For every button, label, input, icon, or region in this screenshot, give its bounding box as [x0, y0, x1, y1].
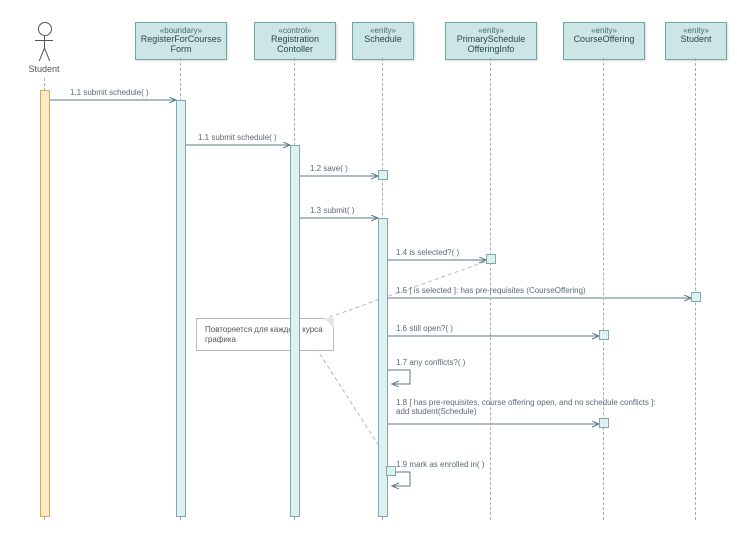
exec-mark-schedule — [378, 170, 388, 180]
activation-form — [176, 100, 186, 517]
exec-mark-schedule — [386, 466, 396, 476]
lifeline-name: RegisterForCourses Form — [136, 35, 226, 58]
note-corner — [324, 318, 334, 328]
lifeline-dash-offering — [603, 58, 604, 520]
sequence-diagram-canvas: Student Повторяется для каждого курса гр… — [0, 0, 737, 534]
arrow-layer — [0, 0, 737, 534]
lifeline-name: Registration Contoller — [255, 35, 335, 58]
message-label-m16: 1.6 still open?( ) — [396, 324, 453, 333]
actor-label: Student — [20, 64, 68, 74]
lifeline-name: Student — [666, 35, 726, 48]
message-label-m14: 1.4 is selected?( ) — [396, 248, 459, 257]
lifeline-offering: «enity»CourseOffering — [563, 22, 645, 60]
lifeline-name: CourseOffering — [564, 35, 644, 48]
lifeline-name: Schedule — [353, 35, 413, 48]
lifeline-pso: «enity»PrimarySchedule OfferingInfo — [445, 22, 537, 60]
lifeline-dash-student — [695, 58, 696, 520]
loop-note: Повторяется для каждого курса графика — [196, 318, 334, 351]
actor-head — [38, 22, 52, 36]
message-arrow-m17 — [386, 370, 410, 384]
lifeline-form: «boundary»RegisterForCourses Form — [135, 22, 227, 60]
exec-mark-pso — [486, 254, 496, 264]
message-label-m17: 1.7 any conflicts?( ) — [396, 358, 465, 367]
lifeline-student: «enity»Student — [665, 22, 727, 60]
exec-mark-offering — [599, 418, 609, 428]
lifeline-name: PrimarySchedule OfferingInfo — [446, 35, 536, 58]
actor-leg-r — [44, 48, 50, 61]
lifeline-controller: «control»Registration Contoller — [254, 22, 336, 60]
exec-mark-offering — [599, 330, 609, 340]
activation-actor — [40, 90, 50, 517]
actor-arms — [35, 40, 53, 41]
note-text: Повторяется для каждого курса графика — [205, 325, 323, 344]
exec-mark-student — [691, 292, 701, 302]
message-label-m11a: 1.1 submit schedule( ) — [70, 88, 149, 97]
lifeline-schedule: «enity»Schedule — [352, 22, 414, 60]
message-label-m13: 1.3 submit( ) — [310, 206, 354, 215]
message-label-m11b: 1.1 submit schedule( ) — [198, 133, 277, 142]
message-label-m12: 1.2 save( ) — [310, 164, 348, 173]
message-label-m18: 1.8 [ has pre-requisites, course offerin… — [396, 398, 656, 416]
message-label-m19: 1.9 mark as enrolled in( ) — [396, 460, 484, 469]
activation-controller — [290, 145, 300, 517]
message-label-m15: 1.5 [ is selected ]: has pre-requisites … — [396, 286, 586, 295]
